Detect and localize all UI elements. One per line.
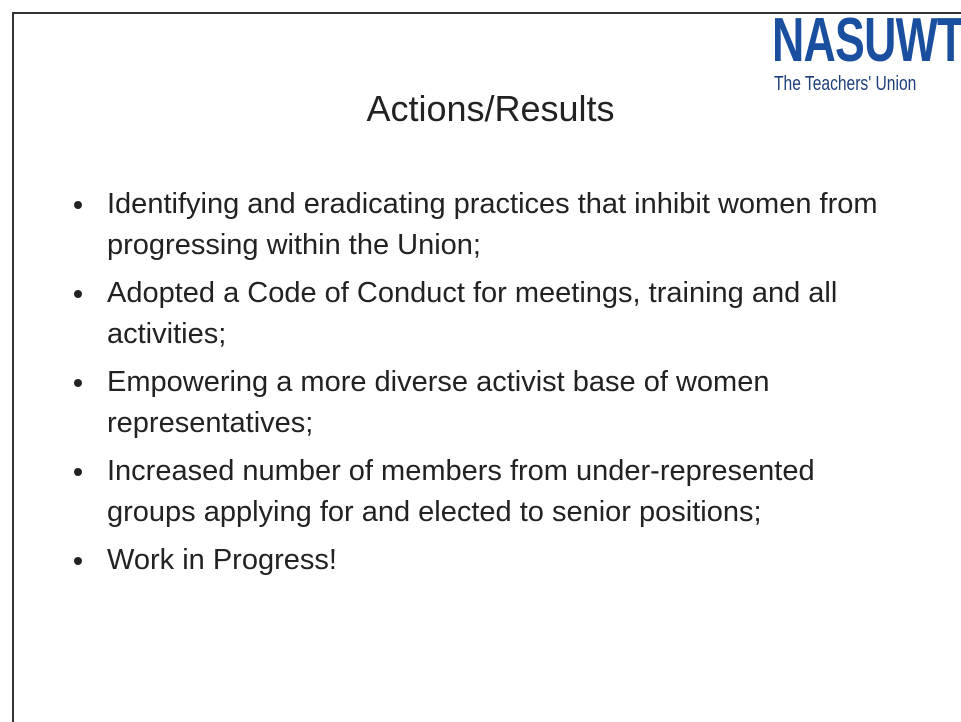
bullet-item: Empowering a more diverse activist base …: [72, 362, 892, 444]
bullet-item: Identifying and eradicating practices th…: [72, 184, 892, 266]
logo-tagline: The Teachers' Union: [774, 73, 917, 95]
bullet-item: Work in Progress!: [72, 540, 892, 581]
logo-name: NASUWT: [772, 6, 961, 75]
slide-title: Actions/Results: [366, 88, 615, 129]
bullet-list: Identifying and eradicating practices th…: [72, 184, 892, 588]
bullet-item: Adopted a Code of Conduct for meetings, …: [72, 273, 892, 355]
slide-frame: [12, 12, 961, 722]
bullet-item: Increased number of members from under-r…: [72, 451, 892, 533]
